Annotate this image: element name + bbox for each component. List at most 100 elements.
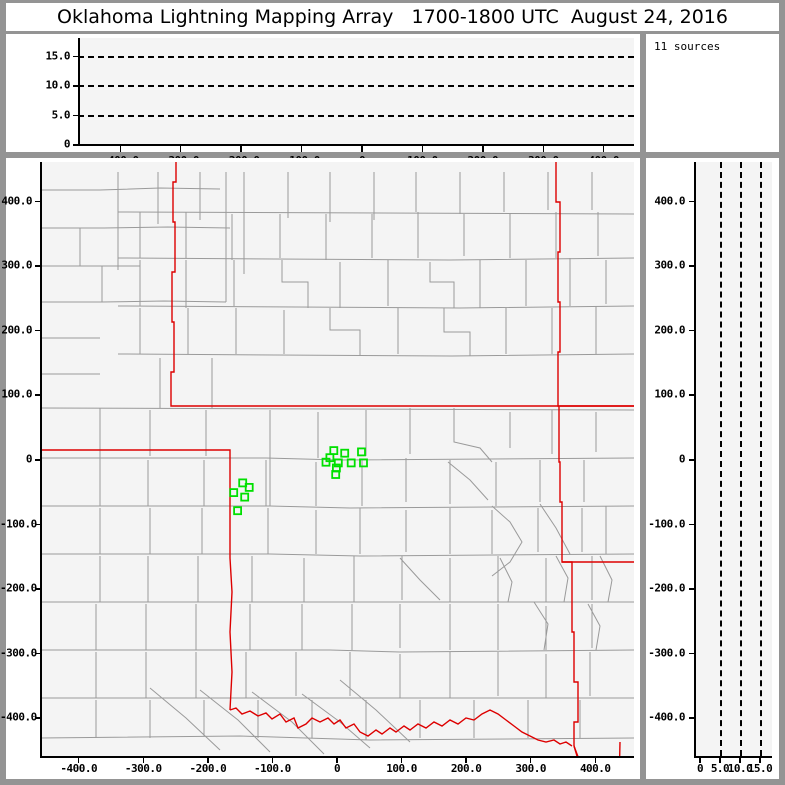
gridline-horizontal: [78, 55, 634, 58]
y-tick-mark: [73, 144, 79, 146]
y-tick-label: -200.0: [0, 581, 37, 595]
y-tick-mark: [73, 55, 79, 58]
x-tick-label: 0: [333, 762, 341, 775]
y-tick-label: -100.0: [648, 517, 685, 531]
y-tick-mark: [689, 265, 695, 267]
x-tick-mark: [119, 146, 121, 152]
x-tick-mark: [542, 146, 545, 152]
x-tick-mark: [77, 757, 80, 763]
x-tick-label: -100.0: [254, 762, 291, 775]
y-tick-mark: [689, 523, 695, 526]
x-tick-label: 0: [696, 762, 704, 775]
lightning-source-marker: [238, 478, 248, 488]
x-tick-label: 100.0: [386, 762, 417, 775]
y-tick-label: 100.0: [654, 387, 685, 401]
x-tick-mark: [142, 757, 145, 763]
y-tick-label: 300.0: [654, 258, 685, 272]
y-tick-label: 0: [63, 137, 71, 151]
state-borders: [40, 162, 634, 756]
y-tick-mark: [35, 588, 41, 590]
map-geography: [40, 162, 634, 756]
title-bar: Oklahoma Lightning Mapping Array 1700-18…: [6, 3, 779, 31]
y-tick-mark: [73, 114, 79, 117]
lightning-source-marker: [329, 446, 339, 456]
map-plot-area: [40, 162, 634, 756]
y-tick-mark: [689, 394, 695, 396]
altitude-ew-plot-area: [78, 38, 634, 144]
y-tick-label: 10.0: [45, 78, 71, 92]
y-tick-mark: [689, 717, 695, 719]
lightning-source-marker: [240, 492, 250, 502]
gridline-vertical: [760, 162, 762, 756]
altitude-ns-x-axis: [694, 756, 772, 758]
map-x-axis: [40, 756, 634, 758]
x-tick-label: -300.0: [124, 762, 162, 775]
gridline-horizontal: [78, 85, 634, 88]
altitude-vs-north-south-panel[interactable]: 400.0 300.0 200.0 100.0 0 -100.0 -200.0 -300.0 -…: [646, 158, 779, 779]
source-count-panel: 11 sources: [646, 34, 779, 152]
lightning-source-marker: [233, 506, 243, 516]
altitude-vs-east-west-panel[interactable]: 0 5.0 10.0 15.0: [6, 34, 640, 152]
lightning-source-marker: [357, 447, 366, 457]
y-tick-mark: [35, 652, 41, 655]
source-count-label: 11 sources: [654, 40, 721, 53]
y-tick-label: 200.0: [1, 323, 32, 337]
y-tick-mark: [689, 652, 695, 655]
y-tick-mark: [35, 523, 41, 526]
y-tick-label: 15.0: [45, 49, 71, 63]
y-tick-mark: [35, 329, 41, 332]
y-tick-label: 100.0: [1, 387, 32, 401]
x-tick-mark: [179, 146, 182, 152]
x-tick-mark: [300, 146, 303, 152]
x-tick-mark: [207, 757, 209, 763]
y-tick-label: 0: [25, 452, 33, 466]
lightning-source-marker: [229, 488, 239, 498]
x-tick-mark: [699, 757, 701, 763]
x-tick-mark: [336, 757, 338, 763]
y-tick-label: 400.0: [654, 194, 685, 208]
gridline-vertical: [720, 162, 722, 756]
lightning-source-marker: [359, 458, 368, 468]
x-tick-mark: [465, 757, 467, 763]
y-tick-label: -300.0: [648, 646, 685, 660]
y-tick-mark: [689, 588, 695, 590]
y-tick-label: -400.0: [0, 710, 37, 724]
x-tick-label: 15.0: [747, 762, 773, 775]
altitude-ew-x-ticklabels: -400.0-300.0-200.0-100.00100.0200.0300.0…: [6, 146, 640, 167]
y-tick-mark: [35, 200, 41, 203]
y-tick-label: -100.0: [0, 517, 37, 531]
county-borders: [40, 172, 634, 755]
lightning-source-marker: [333, 458, 343, 468]
plan-view-map-panel[interactable]: 400.0 300.0 200.0 100.0 0 -100.0 -200.0 -300.0 -…: [0, 158, 640, 779]
lightning-source-marker: [321, 457, 331, 467]
lightning-sources: [229, 446, 368, 516]
x-tick-mark: [759, 757, 761, 763]
altitude-ns-plot-area: [694, 162, 772, 756]
x-tick-mark: [602, 146, 605, 152]
x-tick-mark: [421, 146, 424, 152]
x-tick-mark: [400, 757, 403, 763]
lightning-source-marker: [331, 470, 341, 479]
x-tick-mark: [482, 146, 484, 152]
x-tick-label: 300.0: [515, 762, 546, 775]
y-tick-mark: [689, 459, 695, 461]
y-tick-label: 400.0: [1, 194, 32, 208]
x-tick-mark: [594, 757, 596, 763]
x-tick-mark: [240, 146, 242, 152]
x-tick-mark: [739, 757, 741, 763]
x-tick-label: -400.0: [60, 762, 98, 775]
y-tick-label: 300.0: [1, 258, 32, 272]
page-title: Oklahoma Lightning Mapping Array 1700-18…: [57, 6, 728, 28]
y-tick-mark: [35, 459, 41, 461]
y-tick-label: 0: [678, 452, 686, 466]
y-tick-mark: [689, 329, 695, 332]
x-tick-mark: [361, 146, 363, 152]
x-tick-mark: [529, 757, 532, 763]
x-tick-label: 10.0: [727, 762, 753, 775]
y-tick-label: 200.0: [654, 323, 685, 337]
y-tick-mark: [35, 394, 41, 396]
y-tick-mark: [689, 200, 695, 203]
x-tick-label: -200.0: [189, 762, 227, 775]
x-tick-label: 400.0: [579, 762, 611, 775]
